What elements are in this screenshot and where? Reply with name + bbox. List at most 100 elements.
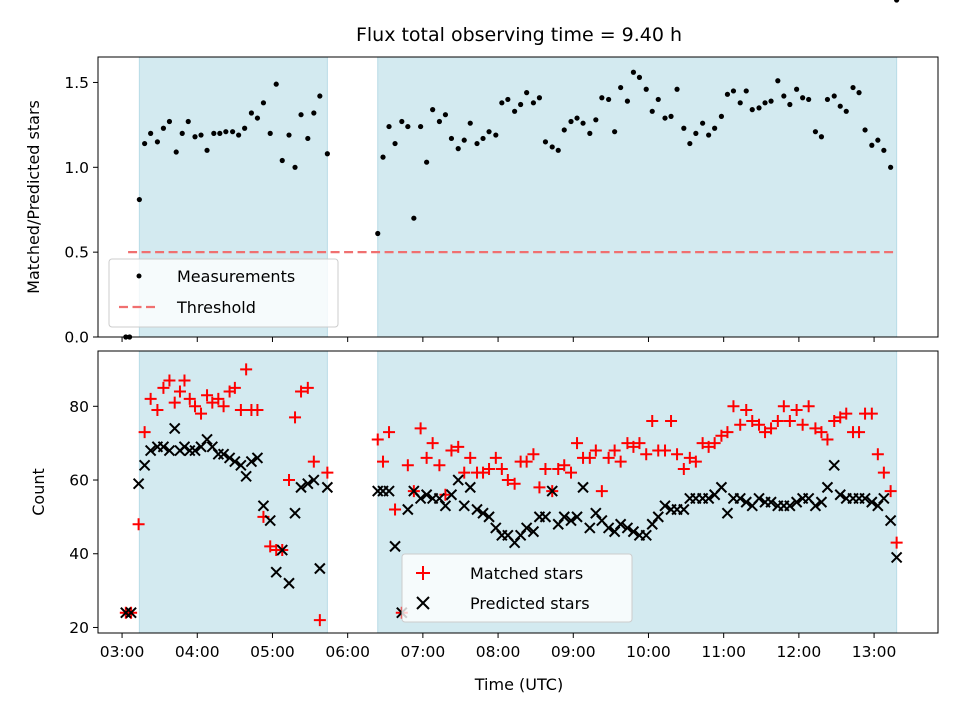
measurement-point xyxy=(455,146,461,152)
measurement-point xyxy=(593,117,599,123)
measurement-point xyxy=(775,78,781,84)
matched-star-point xyxy=(565,466,578,479)
bottom-y-tick-label: 20 xyxy=(69,619,89,637)
measurement-point xyxy=(505,96,511,103)
predicted-star-point xyxy=(157,441,170,453)
matched-star-point xyxy=(138,426,151,439)
matched-star-point xyxy=(163,374,176,387)
x-tick-label: 13:00 xyxy=(852,643,897,661)
measurement-point xyxy=(674,86,680,92)
measurement-point xyxy=(166,118,173,125)
predicted-star-point xyxy=(270,566,282,578)
matched-star-point xyxy=(501,474,514,487)
matched-star-point xyxy=(853,426,866,439)
matched-star-point xyxy=(168,396,181,409)
matched-star-point xyxy=(477,466,490,479)
matched-star-point xyxy=(433,459,446,472)
matched-star-point xyxy=(313,614,326,627)
measurement-point xyxy=(499,100,505,106)
measurement-point xyxy=(324,151,330,157)
predicted-star-point xyxy=(884,514,897,527)
predicted-star-point xyxy=(383,485,395,497)
matched-star-point xyxy=(840,407,853,420)
measurement-point xyxy=(624,98,631,104)
x-tick-label: 10:00 xyxy=(626,643,671,661)
matched-star-point xyxy=(558,459,571,472)
matched-star-point xyxy=(759,426,772,439)
matched-star-point xyxy=(734,418,747,431)
matched-star-point xyxy=(659,444,672,457)
measurement-point xyxy=(662,115,668,121)
predicted-star-point xyxy=(790,496,803,508)
predicted-star-point xyxy=(445,489,458,501)
matched-star-point xyxy=(884,485,897,498)
matched-star-point xyxy=(621,437,634,450)
predicted-star-point xyxy=(314,562,326,575)
matched-star-point xyxy=(802,400,815,413)
matched-star-point xyxy=(240,363,253,376)
matched-star-point xyxy=(608,444,621,457)
measurement-point xyxy=(305,135,311,142)
measurement-point xyxy=(467,120,473,126)
measurement-point xyxy=(818,134,825,140)
measurement-point xyxy=(480,135,486,142)
matched-star-point xyxy=(234,403,247,416)
top-y-tick-label: 1.0 xyxy=(64,159,89,177)
measurement-point xyxy=(824,96,831,103)
measurement-point xyxy=(298,112,304,118)
top-y-tick-label: 0.0 xyxy=(64,329,89,347)
matched-star-point xyxy=(527,448,540,461)
matched-star-point xyxy=(283,474,296,487)
bottom-legend: Matched stars Predicted stars xyxy=(401,553,633,623)
measurement-series xyxy=(123,0,900,340)
predicted-stars-series xyxy=(120,422,903,619)
predicted-star-point xyxy=(163,444,176,457)
predicted-star-point xyxy=(144,444,157,457)
measurement-point xyxy=(655,96,661,103)
matched-star-point xyxy=(809,422,822,435)
matched-star-point xyxy=(702,440,715,453)
measurement-point xyxy=(198,132,204,138)
matched-star-point xyxy=(495,462,508,475)
predicted-star-point xyxy=(859,492,871,505)
matched-star-point xyxy=(206,396,219,409)
measurement-point xyxy=(442,112,449,118)
matched-star-point xyxy=(251,403,264,416)
predicted-star-point xyxy=(464,481,476,494)
measurement-point xyxy=(574,115,580,121)
matched-star-point xyxy=(602,451,615,464)
measurement-point xyxy=(436,118,443,125)
matched-star-point xyxy=(452,440,465,453)
matched-star-point xyxy=(201,389,214,402)
measurement-point xyxy=(894,0,900,3)
matched-star-point xyxy=(295,385,308,398)
matched-star-point xyxy=(821,433,834,446)
measurement-point xyxy=(643,86,649,92)
measurement-point xyxy=(512,108,518,114)
matched-star-point xyxy=(646,415,659,428)
observing-window xyxy=(377,56,898,338)
matched-star-point xyxy=(173,385,186,398)
measurement-point xyxy=(787,101,793,108)
measurement-point xyxy=(687,140,693,147)
predicted-star-point xyxy=(483,511,495,523)
measurement-point xyxy=(430,107,436,113)
matched-star-point xyxy=(539,462,552,475)
matched-star-point xyxy=(665,415,678,428)
predicted-star-point xyxy=(659,500,671,512)
measurement-point xyxy=(461,137,467,143)
legend-measurements-label: Measurements xyxy=(177,267,295,286)
measurement-point xyxy=(706,132,712,138)
matched-star-point xyxy=(264,540,277,553)
predicted-star-point xyxy=(217,448,230,460)
matched-star-point xyxy=(289,411,302,424)
matched-star-point xyxy=(796,418,809,431)
measurement-point xyxy=(173,149,179,155)
legend-threshold-label: Threshold xyxy=(176,298,256,317)
measurement-point xyxy=(630,69,637,75)
predicted-star-point xyxy=(264,514,276,527)
matched-star-point xyxy=(627,440,640,453)
predicted-star-point xyxy=(734,492,746,505)
predicted-star-point xyxy=(571,511,583,523)
predicted-star-point xyxy=(389,540,401,553)
